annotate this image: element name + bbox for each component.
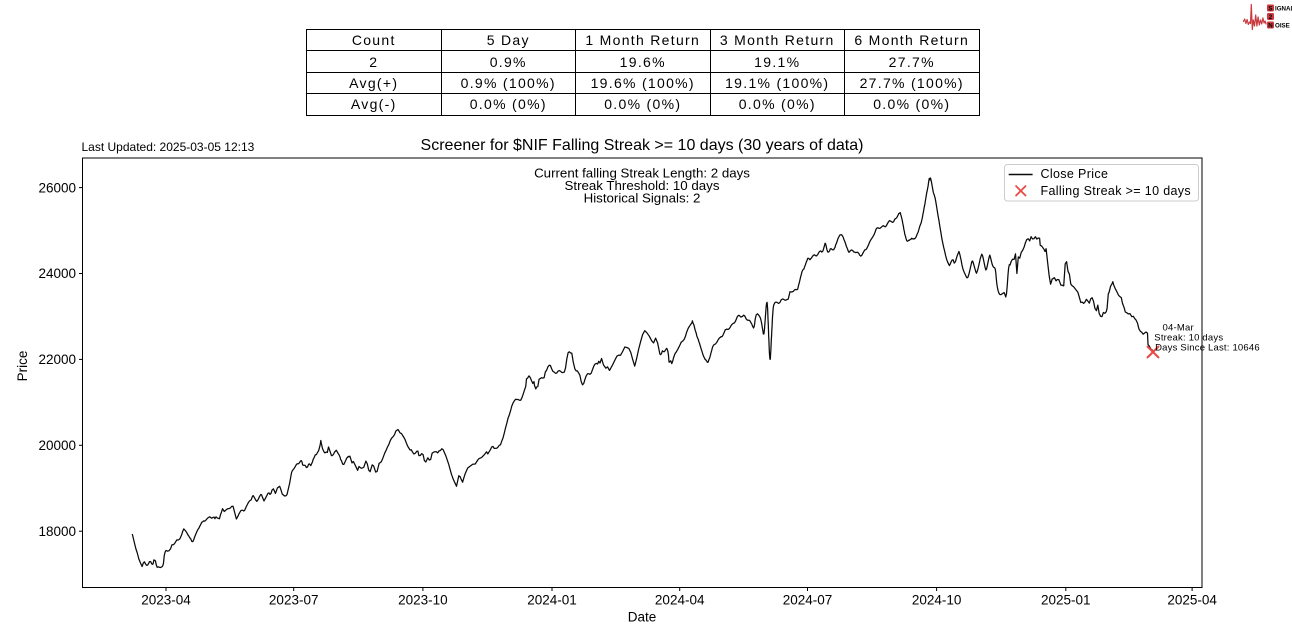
svg-text:IGNAL: IGNAL [1275, 5, 1292, 12]
svg-text:26000: 26000 [38, 180, 76, 195]
svg-text:Falling Streak >= 10 days: Falling Streak >= 10 days [1041, 184, 1192, 198]
svg-text:OISE: OISE [1275, 22, 1290, 29]
svg-text:Close Price: Close Price [1041, 167, 1109, 181]
svg-text:Price: Price [15, 351, 30, 382]
svg-text:Historical Signals: 2: Historical Signals: 2 [584, 191, 701, 206]
svg-text:Days Since Last: 10646: Days Since Last: 10646 [1155, 343, 1260, 354]
svg-text:18000: 18000 [38, 524, 76, 539]
svg-text:2025-01: 2025-01 [1041, 593, 1091, 608]
svg-text:Streak: 10 days: Streak: 10 days [1154, 333, 1223, 344]
svg-text:2024-10: 2024-10 [912, 593, 962, 608]
svg-text:Last Updated: 2025-03-05 12:13: Last Updated: 2025-03-05 12:13 [82, 140, 255, 154]
svg-text:20000: 20000 [38, 438, 76, 453]
svg-text:24000: 24000 [38, 266, 76, 281]
svg-text:2023-07: 2023-07 [269, 593, 319, 608]
svg-text:S: S [1268, 5, 1272, 12]
svg-text:Streak Threshold: 10 days: Streak Threshold: 10 days [565, 178, 720, 193]
svg-text:Date: Date [628, 610, 657, 625]
svg-text:2023-10: 2023-10 [398, 593, 448, 608]
svg-text:2024-04: 2024-04 [655, 593, 705, 608]
svg-text:Screener for $NIF Falling Stre: Screener for $NIF Falling Streak >= 10 d… [421, 137, 864, 154]
svg-text:22000: 22000 [38, 352, 76, 367]
svg-text:N: N [1268, 22, 1273, 29]
svg-text:2025-04: 2025-04 [1167, 593, 1217, 608]
svg-text:2023-04: 2023-04 [141, 593, 191, 608]
svg-text:2: 2 [1269, 14, 1273, 21]
svg-text:2024-07: 2024-07 [783, 593, 833, 608]
svg-text:Current falling Streak Length:: Current falling Streak Length: 2 days [534, 166, 750, 181]
svg-text:04-Mar: 04-Mar [1163, 323, 1194, 334]
svg-text:2024-01: 2024-01 [527, 593, 577, 608]
